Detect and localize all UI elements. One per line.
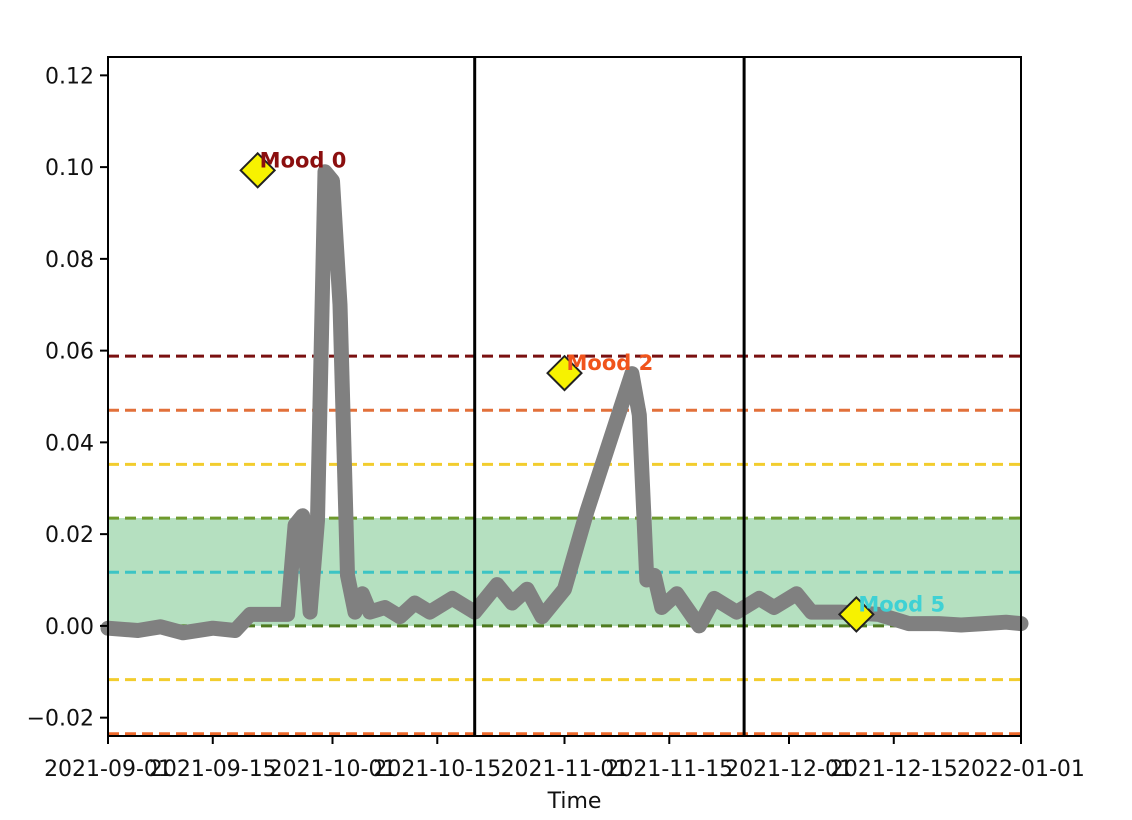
mood-label: Mood 0 [260,148,347,172]
period-dividers [473,57,746,736]
y-tick-label: −0.02 [27,707,94,732]
x-tick-label: 2021-12-01 [725,757,853,782]
x-tick-label: 2021-11-01 [501,757,629,782]
plot-frame [107,56,1022,737]
y-tick-label: 0.12 [45,64,94,89]
x-tick-label: 2021-11-15 [605,757,733,782]
y-axis-ticks: −0.02 0.00 0.02 0.04 0.06 0.08 0.10 0.12 [27,64,108,732]
y-tick-label: 0.10 [45,156,94,181]
x-tick-label: 2021-09-01 [44,757,172,782]
mood-marker [239,151,277,189]
x-axis-title: Time [547,789,602,814]
mood-label: Mood 5 [858,592,945,616]
mood-marker [546,354,583,392]
y-tick-label: 0.06 [45,340,94,365]
x-tick-label: 2021-12-15 [830,757,958,782]
y-tick-label: 0.04 [45,431,94,456]
mood-label: Mood 2 [567,351,654,375]
y-tick-label: 0.00 [45,615,94,640]
x-axis-ticks: 2021-09-012021-09-152021-10-012021-10-15… [44,736,1085,782]
mood-marker [837,596,875,633]
series-group [100,164,1029,641]
x-tick-label: 2021-10-15 [373,757,501,782]
y-tick-label: 0.02 [45,523,94,548]
y-tick-label: 0.08 [45,248,94,273]
x-tick-label: 2021-09-15 [149,757,277,782]
x-tick-label: 2021-10-01 [269,757,397,782]
x-tick-label: 2022-01-01 [957,757,1085,782]
mood-annotations: Mood 0 Mood 2 Mood 5 [239,148,945,633]
series-line [100,164,1029,641]
